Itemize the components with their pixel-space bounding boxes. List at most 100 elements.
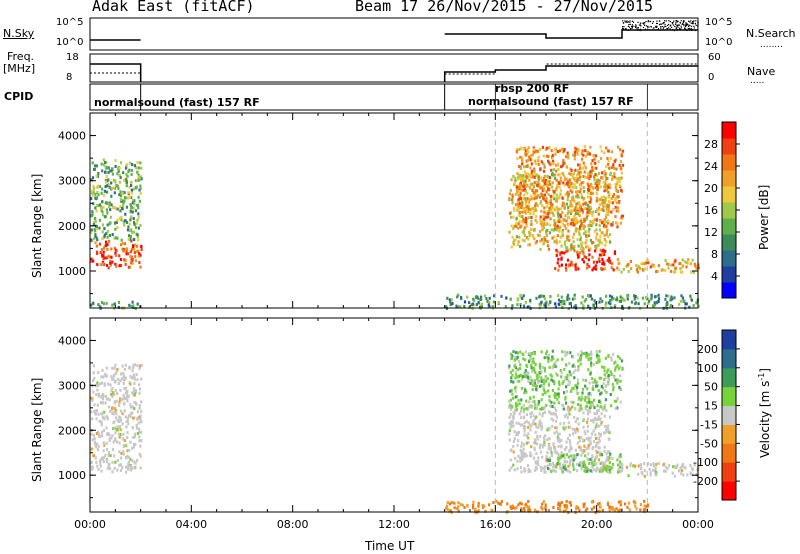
data-cell — [577, 506, 580, 510]
data-cell — [603, 365, 606, 369]
data-cell — [539, 247, 542, 251]
data-cell — [591, 463, 594, 467]
data-cell — [565, 499, 568, 503]
data-cell — [538, 373, 541, 377]
data-cell — [104, 178, 107, 182]
data-cell — [530, 227, 533, 231]
data-cell — [625, 465, 629, 469]
nsearch-label: N.Search — [746, 27, 796, 40]
data-cell — [599, 235, 602, 238]
data-cell — [595, 166, 598, 170]
data-cell — [580, 244, 583, 248]
data-cell — [561, 204, 564, 208]
data-cell — [578, 407, 581, 411]
data-cell — [106, 202, 109, 205]
data-cell — [455, 304, 458, 308]
data-cell — [616, 381, 619, 385]
data-cell — [534, 384, 537, 388]
data-cell — [560, 371, 563, 375]
data-cell — [106, 247, 109, 251]
data-cell — [100, 162, 103, 166]
data-cell — [565, 413, 568, 417]
data-cell — [588, 381, 591, 385]
data-cell — [544, 503, 547, 507]
data-cell — [596, 178, 599, 182]
data-cell — [634, 301, 637, 305]
data-cell — [592, 384, 595, 388]
data-cell — [598, 224, 601, 228]
data-cell — [512, 396, 515, 400]
data-cell — [619, 400, 622, 404]
data-cell — [113, 380, 116, 384]
data-cell — [562, 173, 565, 177]
data-cell — [550, 228, 553, 232]
data-cell — [567, 206, 570, 210]
data-cell — [582, 464, 585, 468]
data-cell — [603, 463, 606, 467]
nsky-tick-bottom: 10^0 — [56, 37, 84, 48]
data-cell — [92, 454, 95, 458]
data-cell — [598, 439, 601, 443]
nave-dotted-key: ..... — [750, 76, 765, 86]
y-tick-label: 3000 — [58, 175, 86, 188]
data-cell — [580, 453, 583, 457]
data-cell — [567, 379, 570, 383]
data-cell — [565, 401, 568, 405]
nsearch-dot — [631, 27, 633, 29]
data-cell — [573, 223, 576, 227]
data-cell — [617, 209, 620, 213]
data-cell — [104, 180, 108, 184]
data-cell — [600, 385, 603, 388]
data-cell — [680, 294, 683, 298]
data-cell — [565, 177, 568, 181]
data-cell — [96, 226, 99, 230]
data-cell — [540, 506, 543, 510]
velocity-scatter — [90, 349, 700, 514]
data-cell — [119, 258, 123, 261]
data-cell — [573, 297, 576, 301]
data-cell — [110, 203, 113, 207]
data-cell — [642, 262, 645, 266]
data-cell — [90, 410, 93, 414]
nsearch-dot — [690, 22, 692, 24]
data-cell — [593, 458, 596, 462]
data-cell — [576, 427, 579, 431]
colorbar-segment — [722, 170, 736, 187]
data-cell — [594, 154, 598, 158]
data-cell — [588, 177, 591, 180]
data-cell — [577, 227, 580, 231]
data-cell — [582, 260, 586, 264]
data-cell — [129, 467, 132, 471]
data-cell — [581, 196, 584, 200]
data-cell — [584, 245, 588, 249]
data-cell — [604, 172, 607, 176]
nsearch-dot — [628, 26, 630, 28]
data-cell — [655, 462, 658, 466]
data-cell — [519, 448, 522, 452]
data-cell — [515, 187, 518, 191]
data-cell — [553, 431, 556, 435]
data-cell — [103, 443, 106, 447]
data-cell — [593, 378, 596, 382]
data-cell — [107, 266, 110, 270]
data-cell — [619, 503, 622, 507]
data-cell — [121, 364, 124, 368]
data-cell — [466, 295, 469, 299]
nsearch-dot — [692, 29, 694, 31]
data-cell — [602, 225, 605, 229]
data-cell — [579, 236, 582, 240]
data-cell — [557, 298, 561, 302]
data-cell — [445, 506, 448, 510]
data-cell — [113, 236, 116, 240]
data-cell — [651, 304, 655, 308]
data-cell — [570, 182, 573, 185]
data-cell — [517, 204, 520, 208]
data-cell — [585, 215, 588, 219]
colorbar-segment — [722, 405, 736, 425]
data-cell — [526, 197, 529, 200]
data-cell — [595, 228, 598, 232]
data-cell — [683, 260, 686, 263]
data-cell — [586, 150, 589, 154]
data-cell — [475, 303, 478, 307]
data-cell — [589, 170, 592, 174]
